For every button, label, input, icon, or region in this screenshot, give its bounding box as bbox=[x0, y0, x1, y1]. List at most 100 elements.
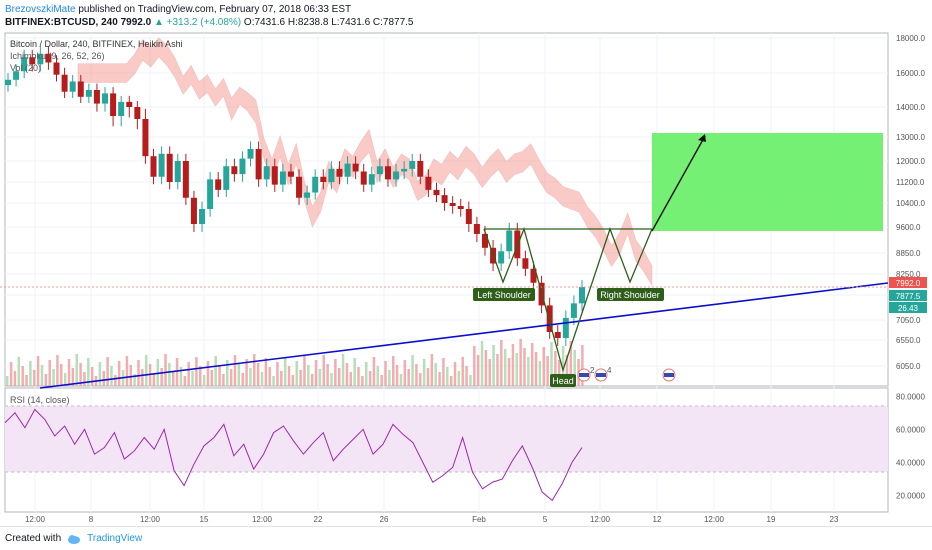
candle-body bbox=[473, 224, 480, 234]
volume-bar bbox=[314, 360, 318, 386]
volume-bar bbox=[345, 363, 349, 386]
tradingview-link[interactable]: TradingView bbox=[87, 533, 143, 544]
candle-body bbox=[376, 166, 383, 175]
volume-bar bbox=[449, 376, 453, 386]
event-flag-icon[interactable] bbox=[594, 368, 608, 382]
volume-bar bbox=[395, 365, 399, 386]
time-tick: 19 bbox=[767, 515, 776, 524]
volume-bar bbox=[500, 340, 503, 386]
volume-bar bbox=[334, 359, 337, 386]
price-tick: 10400.0 bbox=[896, 199, 925, 208]
volume-bar bbox=[171, 372, 175, 386]
price-tags: 7992.0 7877.5 26.43 bbox=[889, 277, 927, 313]
volume-bar bbox=[546, 356, 549, 386]
pattern-line[interactable] bbox=[483, 226, 653, 373]
volume-bar bbox=[237, 364, 241, 386]
author-link[interactable]: BrezovszkiMate bbox=[5, 4, 76, 15]
volume-bar bbox=[183, 376, 187, 386]
volume-bar bbox=[214, 356, 217, 386]
candle-body bbox=[77, 81, 84, 97]
candle-body bbox=[506, 230, 513, 252]
trendline[interactable] bbox=[39, 282, 889, 389]
candle-body bbox=[344, 163, 351, 177]
volume-bar bbox=[523, 348, 526, 386]
candle-body bbox=[118, 101, 125, 116]
candle-body bbox=[320, 176, 327, 182]
candle-body bbox=[13, 71, 20, 80]
left-shoulder-label[interactable]: Left Shoulder bbox=[473, 288, 535, 301]
volume-bar bbox=[144, 355, 148, 386]
target-arrow[interactable] bbox=[651, 135, 706, 232]
volume-bar bbox=[25, 375, 28, 386]
candle-body bbox=[5, 79, 11, 86]
volume-bar bbox=[187, 362, 190, 386]
volume-bar bbox=[283, 357, 287, 386]
target-box[interactable] bbox=[652, 133, 883, 231]
volume-bar bbox=[295, 361, 298, 386]
candle-body bbox=[166, 153, 173, 182]
right-shoulder-label[interactable]: Right Shoulder bbox=[597, 288, 664, 301]
candle-body bbox=[247, 149, 254, 159]
head-label[interactable]: Head bbox=[550, 374, 576, 387]
candle-body bbox=[126, 101, 133, 107]
volume-bar bbox=[511, 344, 515, 386]
head-text: Head bbox=[552, 376, 574, 386]
event-flag-icon[interactable] bbox=[577, 368, 591, 382]
volume-bar bbox=[245, 359, 248, 386]
volume-bar bbox=[376, 366, 380, 386]
volume-bar bbox=[63, 373, 67, 386]
volume-bar bbox=[415, 364, 418, 386]
candle-body bbox=[562, 317, 569, 338]
price-tag-box bbox=[889, 277, 927, 288]
right-shoulder-text: Right Shoulder bbox=[600, 290, 660, 300]
volume-bar bbox=[341, 354, 345, 386]
volume-bar bbox=[368, 371, 372, 386]
candle-body bbox=[457, 206, 464, 209]
volume-bar bbox=[303, 356, 306, 386]
volume-bar bbox=[87, 358, 90, 386]
volume-bar bbox=[21, 366, 24, 386]
price-axis[interactable]: 18000.0 16000.0 14000.0 13000.0 12000.0 11200… bbox=[896, 34, 925, 371]
volume-bar bbox=[507, 358, 511, 386]
volume-bar bbox=[264, 358, 268, 386]
volume-bar bbox=[399, 374, 403, 386]
cloud-band bbox=[77, 37, 653, 287]
volume-bar bbox=[280, 371, 283, 386]
volume-bar bbox=[29, 361, 32, 386]
candle-body bbox=[263, 166, 270, 180]
price-tick: 12000.0 bbox=[896, 157, 925, 166]
volume-bar bbox=[318, 369, 322, 386]
time-tick: 12:00 bbox=[704, 515, 725, 524]
volume-bar bbox=[326, 364, 329, 386]
volume-bar bbox=[442, 358, 445, 386]
volume-bar bbox=[179, 367, 183, 386]
time-tick: Feb bbox=[472, 515, 486, 524]
volume-bar bbox=[403, 360, 407, 386]
time-axis[interactable]: 12:00 8 12:00 15 12:00 22 26 Feb 5 12:00 12 12:00 19… bbox=[25, 515, 839, 524]
published-text: published on TradingView.com, February 0… bbox=[75, 4, 352, 15]
volume-bar bbox=[561, 346, 565, 386]
event-flag-icon[interactable] bbox=[662, 368, 676, 382]
volume-bar bbox=[226, 360, 229, 386]
volume-bar bbox=[117, 361, 121, 386]
volume-bar bbox=[71, 368, 75, 386]
candle-body bbox=[199, 209, 206, 224]
volume-bar bbox=[299, 370, 302, 386]
volume-bar bbox=[133, 374, 136, 386]
volume-bar bbox=[419, 373, 422, 386]
event-count: 4 bbox=[607, 366, 612, 375]
volume-bar bbox=[469, 375, 472, 386]
volume-bar bbox=[438, 372, 441, 386]
volume-bar bbox=[307, 365, 310, 386]
chart-area[interactable]: Left Shoulder Head Right Shoulder 2 4 Bi… bbox=[0, 30, 932, 526]
volume-bar bbox=[44, 374, 48, 386]
time-tick: 12:00 bbox=[252, 515, 273, 524]
volume-bar bbox=[206, 361, 210, 386]
rsi-axis[interactable]: 80.0000 60.0000 40.0000 20.0000 bbox=[896, 392, 925, 500]
candle-body bbox=[287, 171, 294, 177]
candle-body bbox=[69, 81, 76, 92]
time-tick: 23 bbox=[830, 515, 839, 524]
volume-bar bbox=[233, 355, 237, 386]
candle-body bbox=[384, 166, 391, 180]
time-tick: 12:00 bbox=[590, 515, 611, 524]
